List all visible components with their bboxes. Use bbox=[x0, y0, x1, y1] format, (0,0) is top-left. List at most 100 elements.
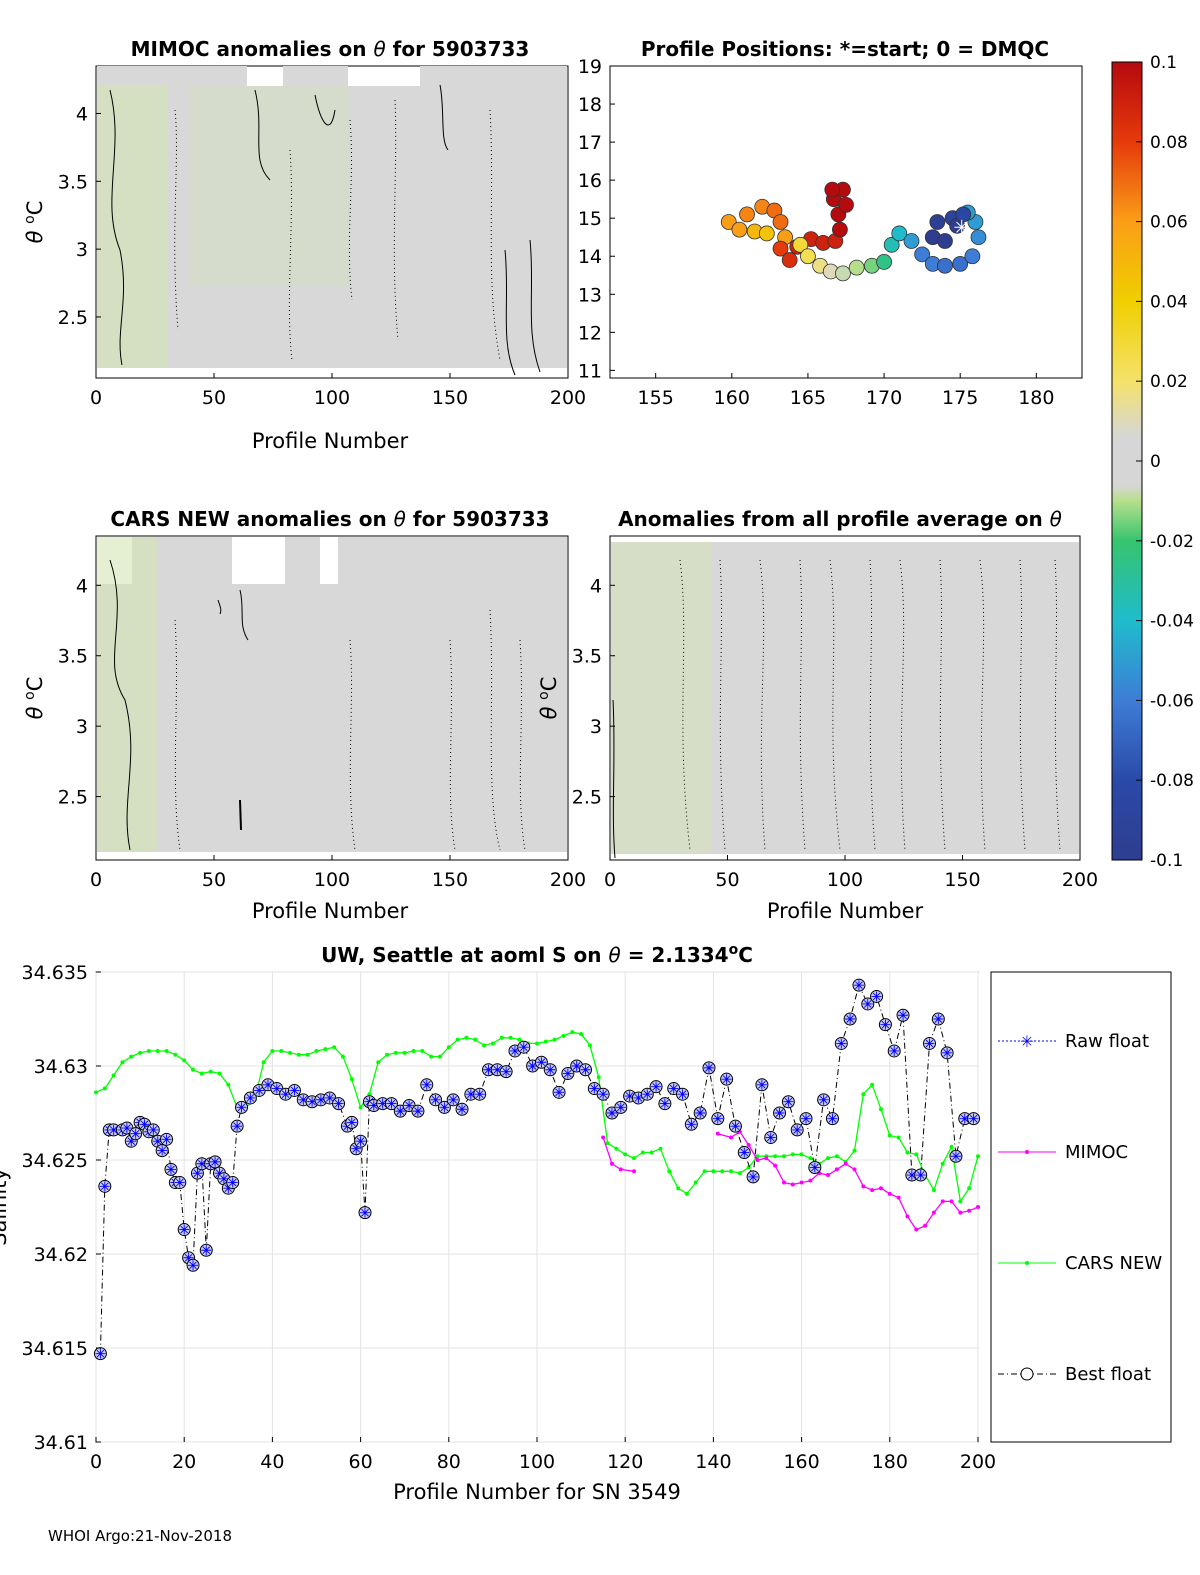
best-float-marker bbox=[720, 1072, 734, 1086]
raw-float-star bbox=[236, 1102, 247, 1113]
raw-float-star bbox=[536, 1057, 547, 1068]
y-tick-label: 4 bbox=[76, 575, 88, 597]
raw-float-star bbox=[845, 1014, 856, 1024]
cars-new-point bbox=[129, 1054, 134, 1059]
raw-float-star bbox=[598, 1089, 609, 1100]
position-marker bbox=[929, 214, 946, 230]
raw-float-star bbox=[448, 1094, 459, 1105]
best-float-marker bbox=[658, 1097, 672, 1111]
best-float-marker bbox=[834, 1036, 848, 1050]
raw-float-star bbox=[730, 1121, 741, 1132]
best-float-marker bbox=[345, 1115, 359, 1129]
legend-best-label: Best float bbox=[1065, 1364, 1151, 1385]
legend-best-circle-icon bbox=[1020, 1367, 1034, 1381]
cars-new-point bbox=[896, 1135, 901, 1140]
best-float-marker bbox=[226, 1176, 240, 1190]
cars-new-point bbox=[623, 1152, 628, 1157]
best-float-marker bbox=[896, 1008, 910, 1022]
raw-float-star bbox=[289, 1085, 300, 1096]
cars-new-point bbox=[676, 1186, 681, 1191]
cars-new-point bbox=[834, 1154, 839, 1159]
cars-new-point bbox=[535, 1041, 539, 1046]
mimoc-point bbox=[905, 1214, 910, 1219]
raw-float-star bbox=[165, 1164, 176, 1175]
x-tick-label: 0 bbox=[90, 869, 102, 891]
raw-float-star bbox=[404, 1100, 415, 1111]
raw-float-star bbox=[307, 1096, 318, 1107]
position-marker bbox=[970, 229, 987, 246]
x-tick-label: 0 bbox=[90, 1451, 102, 1473]
raw-float-star bbox=[571, 1061, 582, 1071]
raw-float-star bbox=[196, 1158, 207, 1169]
raw-float-star bbox=[915, 1170, 926, 1181]
mimoc-contour-2 bbox=[254, 89, 271, 181]
best-float-marker bbox=[755, 1078, 769, 1092]
raw-float-star bbox=[386, 1098, 397, 1109]
mimoc-point bbox=[808, 1178, 813, 1183]
raw-float-star bbox=[351, 1143, 362, 1154]
best-float-marker bbox=[437, 1100, 451, 1114]
raw-float-star bbox=[836, 1038, 847, 1049]
raw-float-star bbox=[483, 1064, 494, 1075]
colorbar-ticks: 0.1 0.08 0.06 0.04 0.02 0 -0.02 -0.04 -0.06 -0.08… bbox=[1136, 53, 1194, 871]
best-float-marker bbox=[799, 1112, 813, 1126]
cars-new-point bbox=[288, 1050, 293, 1055]
y-tick-label: 19 bbox=[578, 56, 602, 78]
cars-new-point bbox=[781, 1154, 786, 1159]
legend-cars-label: CARS NEW bbox=[1065, 1253, 1162, 1274]
raw-float-star bbox=[668, 1083, 679, 1094]
start-star-icon: ✳ bbox=[953, 216, 970, 240]
raw-float-star bbox=[324, 1092, 335, 1103]
raw-float-star bbox=[968, 1113, 979, 1124]
cars-contour-3 bbox=[239, 799, 242, 831]
y-tick-label: 34.635 bbox=[22, 962, 88, 984]
colorbar-tick-label: 0.1 bbox=[1150, 53, 1177, 73]
raw-float-star bbox=[430, 1094, 441, 1105]
position-marker bbox=[720, 214, 737, 230]
position-marker bbox=[952, 255, 969, 272]
salinity-title: UW, Seattle at aoml S on θ = 2.1334oC bbox=[321, 942, 753, 967]
raw-float-star bbox=[227, 1177, 238, 1188]
allavg-x-ticks: 0 50 100 150 200 bbox=[604, 855, 1098, 891]
raw-float-star bbox=[959, 1113, 970, 1124]
best-float-marker bbox=[517, 1040, 531, 1054]
cars-new-point bbox=[367, 1092, 372, 1097]
cars-new-point bbox=[826, 1156, 831, 1161]
cars-new-point bbox=[667, 1169, 672, 1174]
raw-float-star bbox=[280, 1089, 291, 1100]
mimoc-series-line bbox=[602, 1137, 635, 1172]
y-tick-label: 34.62 bbox=[34, 1244, 88, 1266]
y-tick-label: 12 bbox=[578, 322, 602, 344]
allavg-y-ticks: 2.5 3 3.5 4 bbox=[572, 575, 615, 809]
raw-float-star bbox=[333, 1098, 344, 1109]
best-float-marker bbox=[243, 1091, 257, 1105]
y-tick-label: 3 bbox=[590, 716, 602, 738]
colorbar-tick-label: -0.06 bbox=[1150, 691, 1194, 711]
mimoc-x-ticks: 0 50 100 150 200 bbox=[90, 373, 586, 409]
mimoc-point bbox=[958, 1210, 963, 1215]
cars-new-point bbox=[508, 1035, 513, 1040]
raw-float-star bbox=[889, 1045, 900, 1056]
cars-x-ticks: 0 50 100 150 200 bbox=[90, 855, 586, 891]
cars-new-point bbox=[296, 1052, 301, 1057]
raw-float-star bbox=[130, 1128, 141, 1139]
raw-float-star bbox=[121, 1123, 132, 1134]
best-float-marker bbox=[561, 1067, 575, 1081]
cars-new-point bbox=[217, 1071, 222, 1076]
best-float-marker bbox=[596, 1087, 610, 1101]
legend-cars: CARS NEW bbox=[998, 1253, 1162, 1274]
raw-float-star bbox=[615, 1102, 626, 1113]
raw-float-star bbox=[580, 1064, 591, 1075]
mimoc-point bbox=[609, 1161, 614, 1166]
raw-float-star bbox=[871, 991, 882, 1002]
cars-new-point bbox=[473, 1037, 478, 1042]
mimoc-point bbox=[914, 1227, 919, 1232]
raw-float-star bbox=[188, 1260, 199, 1271]
best-float-marker bbox=[332, 1097, 346, 1111]
cars-new-point bbox=[314, 1048, 319, 1053]
best-float-marker bbox=[235, 1100, 249, 1114]
allavg-title: Anomalies from all profile average on θ bbox=[618, 507, 1062, 531]
cars-new-point bbox=[702, 1169, 707, 1174]
position-marker bbox=[937, 233, 953, 249]
